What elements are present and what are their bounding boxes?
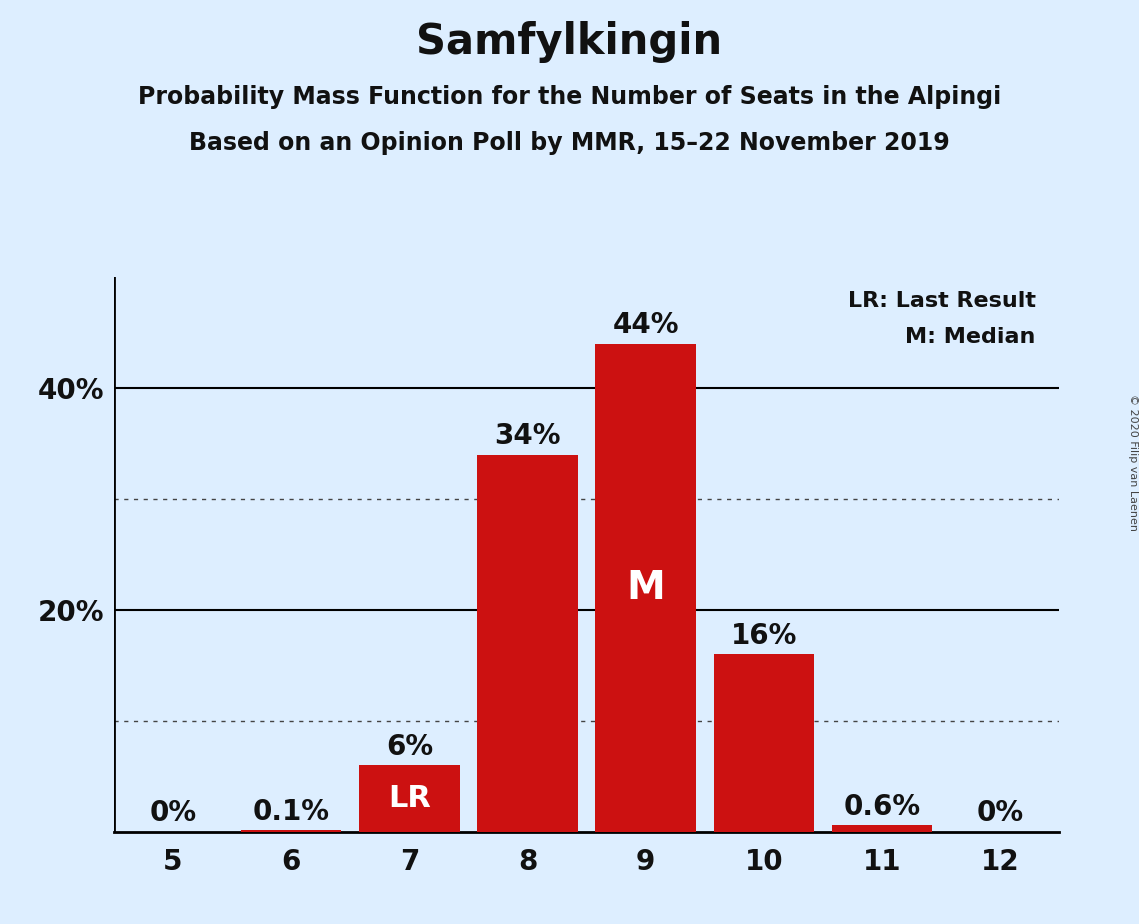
Text: LR: LR xyxy=(388,784,431,813)
Text: 16%: 16% xyxy=(730,622,797,650)
Text: Samfylkingin: Samfylkingin xyxy=(417,20,722,63)
Bar xyxy=(241,831,342,832)
Text: 0.6%: 0.6% xyxy=(844,793,920,821)
Bar xyxy=(477,455,577,832)
Text: LR: Last Result: LR: Last Result xyxy=(847,290,1035,310)
Bar xyxy=(596,344,696,832)
Text: Probability Mass Function for the Number of Seats in the Alpingi: Probability Mass Function for the Number… xyxy=(138,85,1001,109)
Text: M: M xyxy=(626,568,665,607)
Text: 6%: 6% xyxy=(386,733,433,760)
Text: 0.1%: 0.1% xyxy=(253,798,329,826)
Text: © 2020 Filip van Laenen: © 2020 Filip van Laenen xyxy=(1129,394,1138,530)
Text: 0%: 0% xyxy=(149,799,197,827)
Text: 0%: 0% xyxy=(976,799,1024,827)
Bar xyxy=(714,654,814,832)
Text: M: Median: M: Median xyxy=(906,327,1035,347)
Text: Based on an Opinion Poll by MMR, 15–22 November 2019: Based on an Opinion Poll by MMR, 15–22 N… xyxy=(189,131,950,155)
Text: 34%: 34% xyxy=(494,422,560,450)
Bar xyxy=(359,765,459,832)
Bar xyxy=(831,825,932,832)
Text: 44%: 44% xyxy=(613,311,679,339)
